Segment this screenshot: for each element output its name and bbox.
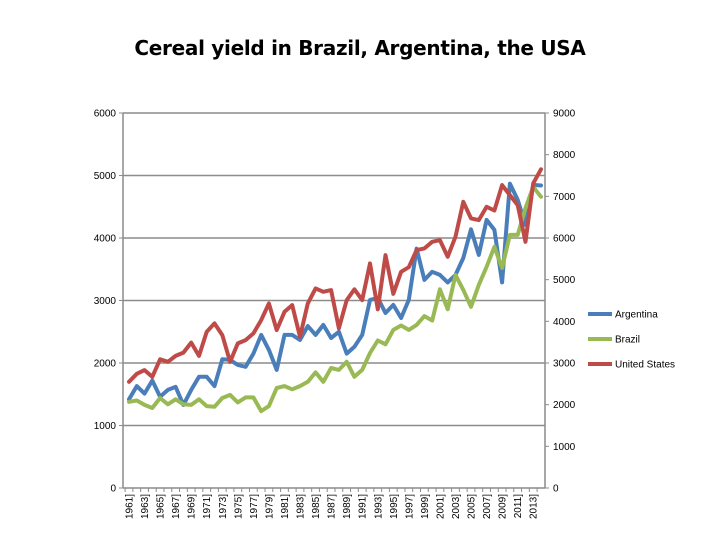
x-axis-tick-label: 2013] — [529, 494, 540, 519]
x-axis-tick-label: 1987] — [327, 494, 338, 519]
x-axis-tick-label: 1993] — [373, 494, 384, 519]
axes: 0 1000 2000 3000 4000 5000 6000 0 1000 2000 3000 40… — [94, 109, 576, 520]
x-axis-tick-label: 1983] — [296, 494, 307, 519]
left-axis-tick-label: 4000 — [94, 234, 117, 245]
right-axis-tick-label: 2000 — [553, 400, 576, 411]
series-lines — [127, 167, 543, 414]
x-axis-tick-label: 1981] — [280, 494, 291, 519]
series-line-argentina — [127, 181, 543, 407]
x-axis-tick-label: 2003] — [451, 494, 462, 519]
x-axis-tick-label: 1977] — [249, 494, 260, 519]
chart-title: Cereal yield in Brazil, Argentina, the U… — [134, 36, 586, 60]
legend-label: Argentina — [615, 310, 658, 321]
right-axis-tick-label: 3000 — [553, 359, 576, 370]
left-axis-tick-label: 0 — [110, 484, 116, 495]
series-line-united-states — [127, 167, 543, 384]
gridlines — [123, 112, 545, 427]
x-axis-tick-label: 1961] — [125, 494, 136, 519]
series-line-brazil — [127, 184, 543, 414]
legend-label: Brazil — [615, 335, 640, 346]
x-axis-tick-label: 1995] — [389, 494, 400, 519]
x-axis-tick-label: 2007] — [482, 494, 493, 519]
x-axis-tick-label: 1975] — [233, 494, 244, 519]
x-axis-tick-label: 1999] — [420, 494, 431, 519]
x-axis-tick-label: 1991] — [358, 494, 369, 519]
legend-label: United States — [615, 360, 675, 371]
right-axis-tick-label: 9000 — [553, 109, 576, 120]
x-axis-tick-label: 2009] — [498, 494, 509, 519]
left-axis-tick-label: 6000 — [94, 109, 117, 120]
x-axis-tick-label: 1971] — [202, 494, 213, 519]
right-axis-tick-label: 0 — [553, 484, 559, 495]
right-axis-tick-label: 7000 — [553, 192, 576, 203]
x-axis-tick-label: 1989] — [342, 494, 353, 519]
x-axis-tick-label: 1997] — [404, 494, 415, 519]
x-axis-tick-label: 1969] — [187, 494, 198, 519]
x-axis-tick-label: 1967] — [171, 494, 182, 519]
right-axis-tick-label: 1000 — [553, 442, 576, 453]
x-axis-tick-label: 2001] — [435, 494, 446, 519]
left-axis-tick-label: 3000 — [94, 296, 117, 307]
legend: Argentina Brazil United States — [588, 310, 675, 371]
x-axis-tick-label: 1979] — [264, 494, 275, 519]
x-axis-tick-label: 2011] — [513, 494, 524, 519]
x-axis-tick-label: 1973] — [218, 494, 229, 519]
right-axis-tick-label: 8000 — [553, 150, 576, 161]
x-axis-tick-label: 1965] — [156, 494, 167, 519]
x-axis-tick-label: 1985] — [311, 494, 322, 519]
left-axis-tick-label: 5000 — [94, 171, 117, 182]
left-axis-tick-label: 1000 — [94, 421, 117, 432]
right-axis-tick-label: 4000 — [553, 317, 576, 328]
right-axis-tick-label: 5000 — [553, 275, 576, 286]
right-axis-tick-label: 6000 — [553, 234, 576, 245]
x-axis-tick-label: 1963] — [140, 494, 151, 519]
x-axis-tick-label: 2005] — [467, 494, 478, 519]
left-axis-tick-label: 2000 — [94, 359, 117, 370]
